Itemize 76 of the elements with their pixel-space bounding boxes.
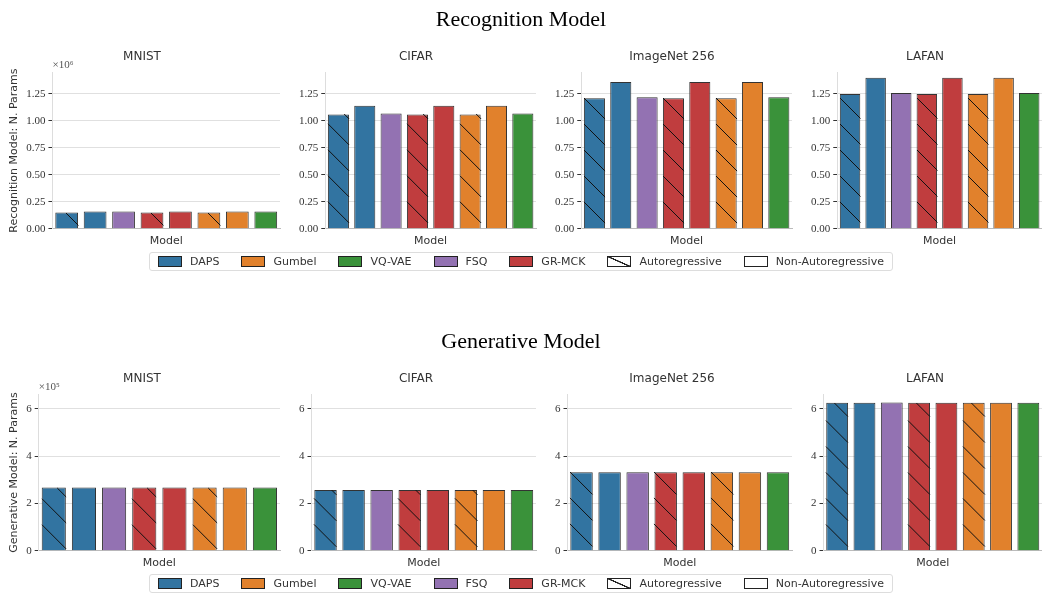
legend-label: Autoregressive: [639, 577, 722, 590]
y-tick-label: 4: [555, 448, 561, 461]
legend-label: Non-Autoregressive: [775, 255, 884, 268]
y-axis-title: Recognition Model: N. Params: [7, 68, 21, 233]
x-axis-title: Model: [663, 556, 697, 570]
text: Generative Model: [440, 327, 602, 355]
legend-label: DAPS: [190, 255, 220, 268]
y-tick-label: 0.50: [555, 167, 575, 180]
x-axis-title: Model: [923, 234, 957, 248]
y-tick-label: 0.75: [299, 140, 319, 153]
chart-subtitle: MNIST: [123, 49, 162, 64]
y-tick-label: 6: [555, 401, 561, 414]
x-axis-title: Model: [407, 556, 441, 570]
text: ×10⁶: [52, 57, 74, 70]
y-tick-label: 1.00: [555, 113, 575, 126]
y-tick-label: 0: [811, 543, 817, 556]
y-tick-label: 1.25: [811, 86, 831, 99]
y-tick-label: 6: [26, 401, 33, 414]
y-tick-label: 0: [26, 543, 33, 556]
y-tick-label: 1.00: [811, 113, 831, 126]
legend-label: Gumbel: [273, 577, 317, 590]
legend-label: GR-MCK: [541, 577, 586, 590]
y-tick-label: 0.75: [26, 140, 46, 153]
y-tick-label: 1.00: [299, 113, 319, 126]
y-tick-label: 0.50: [26, 167, 46, 180]
legend-label: VQ-VAE: [370, 577, 412, 590]
y-tick-label: 6: [811, 401, 817, 414]
y-tick-label: 4: [299, 448, 305, 461]
y-tick-label: 0.50: [811, 167, 831, 180]
x-axis-title: Model: [916, 556, 950, 570]
y-tick-label: 0.00: [26, 221, 46, 234]
y-axis-title: Generative Model: N. Params: [7, 392, 21, 553]
y-tick-label: 2: [26, 496, 32, 509]
y-tick-label: 6: [299, 401, 305, 414]
y-tick-label: 1.00: [26, 113, 46, 126]
y-tick-label: 0.25: [555, 194, 575, 207]
y-tick-label: 0.00: [811, 221, 831, 234]
x-axis-title: Model: [414, 234, 448, 248]
y-tick-label: 0.00: [299, 221, 319, 234]
y-tick-label: 2: [299, 496, 305, 509]
legend-label: Autoregressive: [639, 255, 722, 268]
y-tick-label: 0: [555, 543, 561, 556]
y-tick-label: 2: [555, 496, 561, 509]
chart-subtitle: CIFAR: [398, 371, 434, 386]
legend-label: FSQ: [465, 255, 488, 268]
legend-label: FSQ: [465, 577, 488, 590]
y-tick-label: 0.25: [299, 194, 319, 207]
y-tick-label: 1.25: [299, 86, 319, 99]
text: Recognition Model: [434, 5, 608, 33]
chart-subtitle: ImageNet 256: [629, 49, 715, 64]
legend-label: Gumbel: [273, 255, 317, 268]
legend-label: Non-Autoregressive: [775, 577, 884, 590]
y-tick-label: 2: [811, 496, 817, 509]
y-tick-label: 4: [26, 448, 33, 461]
y-tick-label: 0.50: [299, 167, 319, 180]
text: ×10⁵: [38, 379, 60, 392]
y-tick-label: 1.25: [26, 86, 46, 99]
y-tick-label: 0.25: [811, 194, 831, 207]
chart-subtitle: ImageNet 256: [629, 371, 715, 386]
x-axis-title: Model: [142, 556, 176, 570]
chart-subtitle: CIFAR: [398, 49, 434, 64]
chart-subtitle: MNIST: [123, 371, 162, 386]
y-tick-label: 1.25: [555, 86, 575, 99]
legend-label: DAPS: [190, 577, 220, 590]
x-axis-title: Model: [149, 234, 183, 248]
chart-subtitle: LAFAN: [905, 49, 945, 64]
y-tick-label: 4: [811, 448, 817, 461]
y-tick-label: 0.00: [555, 221, 575, 234]
y-tick-label: 0.75: [555, 140, 575, 153]
y-tick-label: 0.75: [811, 140, 831, 153]
y-tick-label: 0.25: [26, 194, 46, 207]
legend-label: VQ-VAE: [370, 255, 412, 268]
legend-label: GR-MCK: [541, 255, 586, 268]
chart-subtitle: LAFAN: [905, 371, 945, 386]
x-axis-title: Model: [670, 234, 704, 248]
y-tick-label: 0: [299, 543, 305, 556]
